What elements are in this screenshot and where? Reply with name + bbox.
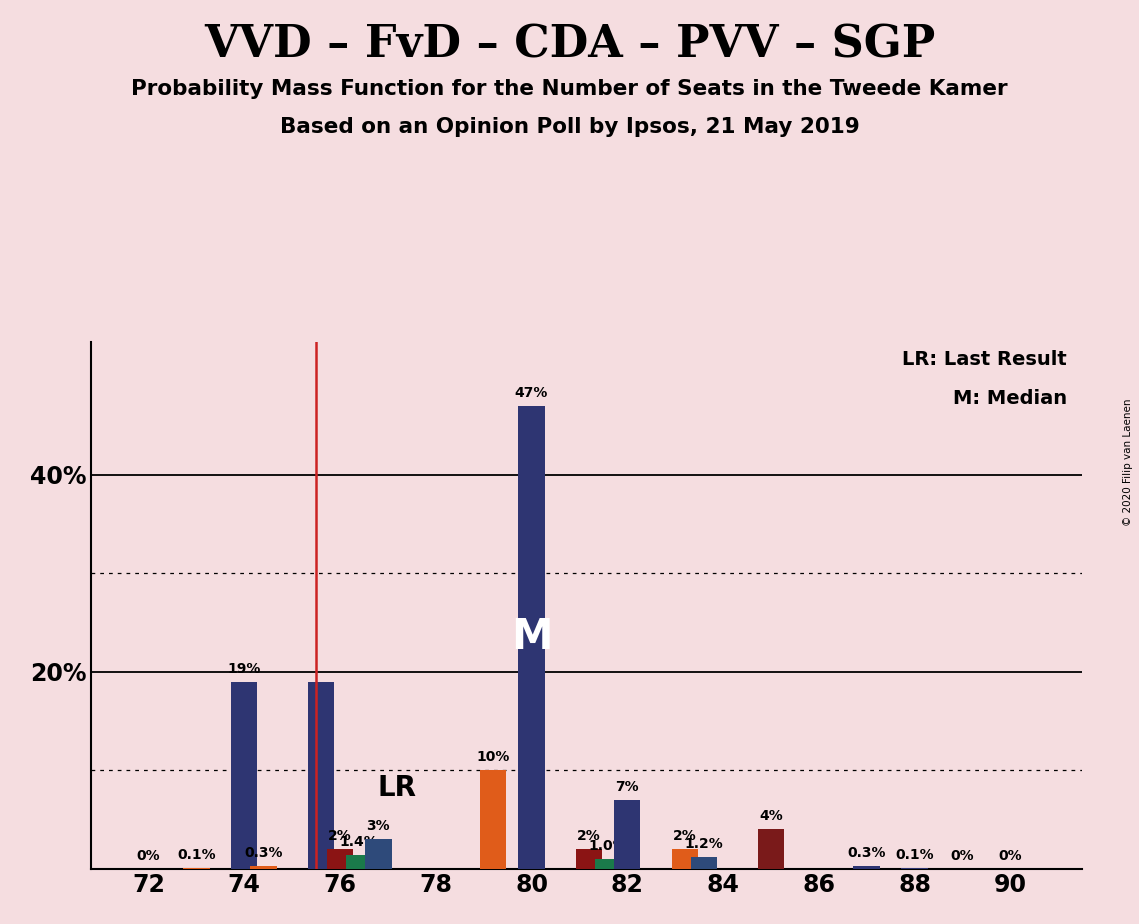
Bar	[672, 849, 698, 869]
Text: 4%: 4%	[759, 809, 782, 823]
Bar	[327, 849, 353, 869]
Bar	[251, 866, 277, 869]
Bar	[231, 682, 257, 869]
Bar	[480, 770, 507, 869]
Text: 47%: 47%	[515, 386, 548, 400]
Text: 10%: 10%	[476, 750, 510, 764]
Bar	[576, 849, 603, 869]
Bar	[346, 855, 372, 869]
Text: 19%: 19%	[228, 662, 261, 675]
Bar	[757, 829, 784, 869]
Text: 3%: 3%	[367, 819, 391, 833]
Bar	[690, 857, 718, 869]
Text: 0.3%: 0.3%	[847, 845, 886, 859]
Text: 7%: 7%	[615, 780, 639, 794]
Text: 1.0%: 1.0%	[589, 839, 628, 853]
Text: 0%: 0%	[951, 848, 974, 863]
Text: LR: Last Result: LR: Last Result	[902, 350, 1067, 369]
Text: 2%: 2%	[328, 829, 352, 843]
Text: 0%: 0%	[999, 848, 1022, 863]
Bar	[853, 866, 879, 869]
Bar	[614, 799, 640, 869]
Text: 0.1%: 0.1%	[178, 847, 215, 862]
Text: Probability Mass Function for the Number of Seats in the Tweede Kamer: Probability Mass Function for the Number…	[131, 79, 1008, 99]
Text: 0.3%: 0.3%	[244, 845, 282, 859]
Text: Based on an Opinion Poll by Ipsos, 21 May 2019: Based on an Opinion Poll by Ipsos, 21 Ma…	[280, 117, 859, 138]
Bar	[308, 682, 334, 869]
Text: © 2020 Filip van Laenen: © 2020 Filip van Laenen	[1123, 398, 1133, 526]
Text: 2%: 2%	[577, 829, 601, 843]
Text: 0%: 0%	[137, 848, 161, 863]
Text: 1.2%: 1.2%	[685, 837, 723, 851]
Bar	[901, 868, 927, 869]
Text: 2%: 2%	[673, 829, 697, 843]
Text: LR: LR	[378, 773, 417, 802]
Text: 0.1%: 0.1%	[895, 847, 934, 862]
Bar	[366, 839, 392, 869]
Bar	[595, 858, 621, 869]
Text: VVD – FvD – CDA – PVV – SGP: VVD – FvD – CDA – PVV – SGP	[204, 23, 935, 67]
Bar	[183, 868, 210, 869]
Text: 1.4%: 1.4%	[339, 835, 378, 849]
Bar	[518, 406, 544, 869]
Text: M: Median: M: Median	[953, 389, 1067, 408]
Text: M: M	[510, 616, 552, 658]
